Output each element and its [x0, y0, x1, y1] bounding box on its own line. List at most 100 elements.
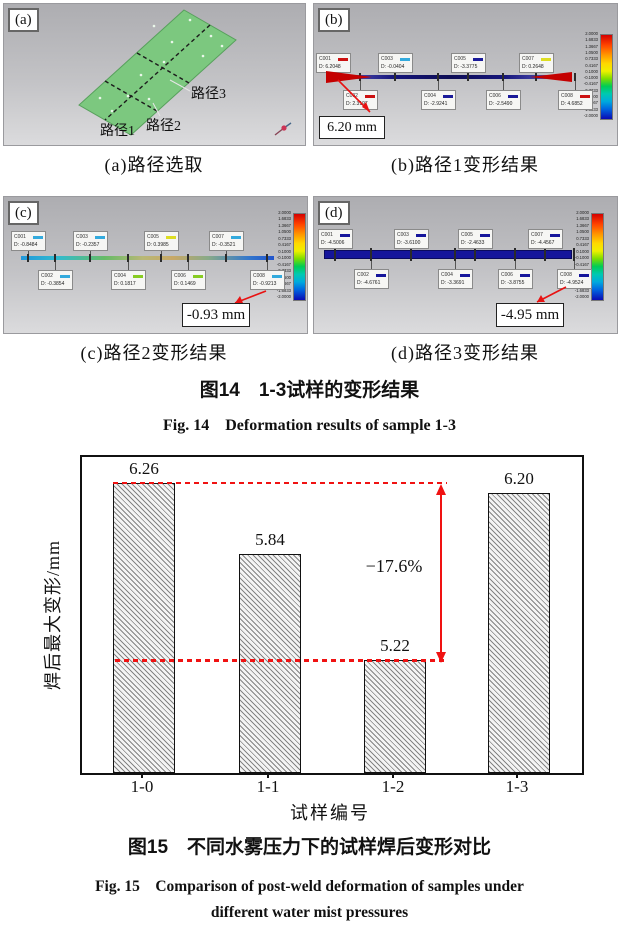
node-tick — [454, 248, 456, 261]
max-deformation-box: -0.93 mm — [182, 303, 250, 327]
probe-callout: C005 D: 0.3985 — [144, 231, 179, 251]
probe-callout: C002 D: -0.3854 — [38, 270, 73, 290]
node-tick — [410, 248, 412, 261]
contour-legend-bar — [293, 213, 306, 301]
callout-stem — [128, 260, 129, 270]
probe-callout: C002 D: 2.3197 — [343, 90, 378, 110]
probe-value: D: -2.4633 — [461, 240, 485, 246]
y-axis-label: 焊后最大变形/mm — [43, 539, 63, 691]
figure15-title-en-line1: Fig. 15 Comparison of post-weld deformat… — [95, 878, 524, 895]
probe-id: C004 — [424, 93, 436, 99]
probe-id: C007 — [212, 234, 224, 240]
annotation-arrow — [536, 286, 567, 303]
plot-area: −17.6% 6.26 5.84 5.22 6.20 — [80, 455, 584, 775]
probe-color-chip — [95, 235, 105, 239]
node-tick — [127, 254, 129, 262]
probe-id: C001 — [319, 56, 331, 62]
probe-id: C004 — [114, 273, 126, 279]
callout-stem — [503, 79, 504, 90]
probe-value: D: -0.8484 — [14, 242, 38, 248]
probe-id: C008 — [560, 272, 572, 278]
node-tick — [573, 248, 575, 261]
figure14-title-zh: 图14 1-3试样的变形结果 — [199, 380, 420, 401]
probe-id: C006 — [489, 93, 501, 99]
probe-color-chip — [338, 57, 348, 61]
contour-legend-tick: -2.0000 — [583, 113, 598, 118]
probe-id: C002 — [357, 272, 369, 278]
contour-legend-tick: 1.6833 — [585, 37, 598, 43]
path2-deformation-contour — [21, 256, 274, 260]
probe-callout: C007 D: 0.2648 — [519, 53, 554, 73]
probe-value: D: 0.3985 — [147, 242, 169, 248]
callout-stem — [188, 260, 189, 270]
caption-panel-b: (b)路径1变形结果 — [391, 155, 539, 175]
probe-callout-header: C007 — [531, 231, 560, 239]
reference-line-bottom — [115, 659, 447, 662]
node-tick — [467, 73, 469, 81]
probe-id: C003 — [397, 232, 409, 238]
probe-color-chip — [340, 233, 350, 237]
probe-color-chip — [550, 233, 560, 237]
contour-legend-tick: -0.1000 — [574, 255, 589, 261]
probe-callout: C008 D: 4.6852 — [558, 90, 593, 110]
probe-color-chip — [133, 274, 143, 278]
contour-legend-tick: 0.4167 — [585, 62, 598, 68]
max-deformation-box: -4.95 mm — [496, 303, 564, 327]
probe-color-chip — [579, 273, 589, 277]
node-tick — [535, 73, 537, 81]
panel-path2-result: (c) -0.93 mm C001 D: -0.8484 C003 D: -0.235… — [3, 196, 308, 334]
x-axis-label: 试样编号 — [290, 803, 370, 823]
path2-dashed-line — [136, 52, 190, 84]
probe-callout-header: C007 — [212, 233, 241, 241]
node-tick — [437, 73, 439, 81]
node-tick — [89, 254, 91, 262]
node-tick — [160, 254, 162, 262]
probe-value: D: -4.5006 — [321, 240, 345, 246]
probe-id: C002 — [41, 273, 53, 279]
probe-id: C008 — [561, 93, 573, 99]
category-label: 1-2 — [381, 777, 405, 796]
panel-path3-result: (d) -4.95 mm C001 D: -4.5006 C003 D: -3.610… — [313, 196, 618, 334]
probe-callout-header: C001 — [321, 231, 350, 239]
probe-color-chip — [60, 274, 70, 278]
probe-color-chip — [193, 274, 203, 278]
node-tick — [27, 254, 29, 262]
contour-legend-tick: 1.6833 — [576, 216, 589, 222]
probe-color-chip — [365, 94, 375, 98]
contour-legend-tick: 0.1000 — [585, 68, 598, 74]
node-tick — [266, 254, 268, 262]
x-axis-tick — [267, 773, 269, 778]
node-tick — [474, 248, 476, 261]
probe-callout-header: C001 — [319, 55, 348, 63]
panel-path1-result: (b) 6.20 mm C001 D: 6.2048 C003 D: -0.0404 C… — [313, 3, 618, 146]
probe-color-chip — [33, 235, 43, 239]
annotation-arrowhead — [235, 296, 243, 303]
probe-callout-header: C004 — [441, 271, 470, 279]
probe-value: D: -4.6761 — [357, 280, 381, 286]
probe-callout-header: C003 — [76, 233, 105, 241]
probe-callout-header: C002 — [41, 272, 70, 280]
probe-callout-header: C004 — [424, 92, 453, 100]
node-tick — [332, 73, 334, 81]
node-tick — [359, 73, 361, 81]
bar-sample-1-2 — [364, 660, 426, 773]
probe-value: D: -0.3521 — [212, 242, 236, 248]
probe-value: D: 2.3197 — [346, 101, 368, 107]
node-tick — [514, 248, 516, 261]
callout-stem — [455, 259, 456, 269]
probe-callout: C001 D: 6.2048 — [316, 53, 351, 73]
probe-value: D: -0.3854 — [41, 281, 65, 287]
probe-id: C004 — [441, 272, 453, 278]
figure15-title-zh: 图15 不同水雾压力下的试样焊后变形对比 — [127, 837, 492, 858]
panel-c-corner-label: (c) — [8, 201, 39, 225]
contour-legend-tick: 0.1000 — [278, 248, 291, 254]
callout-stem — [55, 260, 56, 270]
x-axis-tick — [392, 773, 394, 778]
probe-color-chip — [541, 57, 551, 61]
contour-legend-tick: 0.4167 — [576, 242, 589, 248]
probe-id: C001 — [14, 234, 26, 240]
contour-legend-tick: 1.0500 — [576, 229, 589, 235]
probe-value: D: 4.6852 — [561, 101, 583, 107]
probe-value: D: -0.9213 — [253, 281, 277, 287]
probe-callout: C003 D: -3.6100 — [394, 229, 429, 249]
